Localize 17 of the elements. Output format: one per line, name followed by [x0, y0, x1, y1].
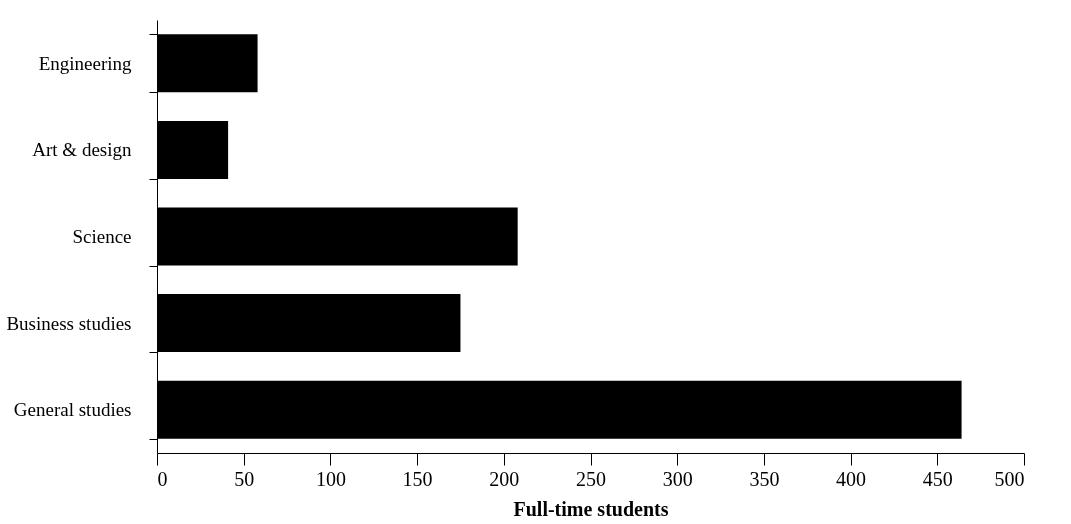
y-tick-label: Business studies — [6, 312, 132, 334]
x-tick-label: 350 — [749, 467, 780, 490]
x-tick-label: 500 — [994, 467, 1025, 490]
y-tick-label: Engineering — [38, 52, 132, 74]
y-tick-label: Art & design — [32, 139, 132, 161]
x-axis-title: Full-time students — [513, 497, 669, 520]
x-tick-label: 0 — [157, 467, 168, 490]
x-tick-label: 300 — [662, 467, 693, 490]
x-tick-label: 50 — [234, 467, 255, 490]
x-tick-label: 400 — [836, 467, 867, 490]
x-tick-label: 150 — [402, 467, 433, 490]
x-tick-label: 250 — [576, 467, 606, 490]
y-tick-label: General studies — [13, 399, 132, 421]
x-tick-label: 100 — [315, 467, 346, 490]
x-tick-label: 450 — [922, 467, 953, 490]
x-tick-label: 200 — [489, 467, 520, 490]
y-tick-label: Science — [72, 226, 132, 247]
